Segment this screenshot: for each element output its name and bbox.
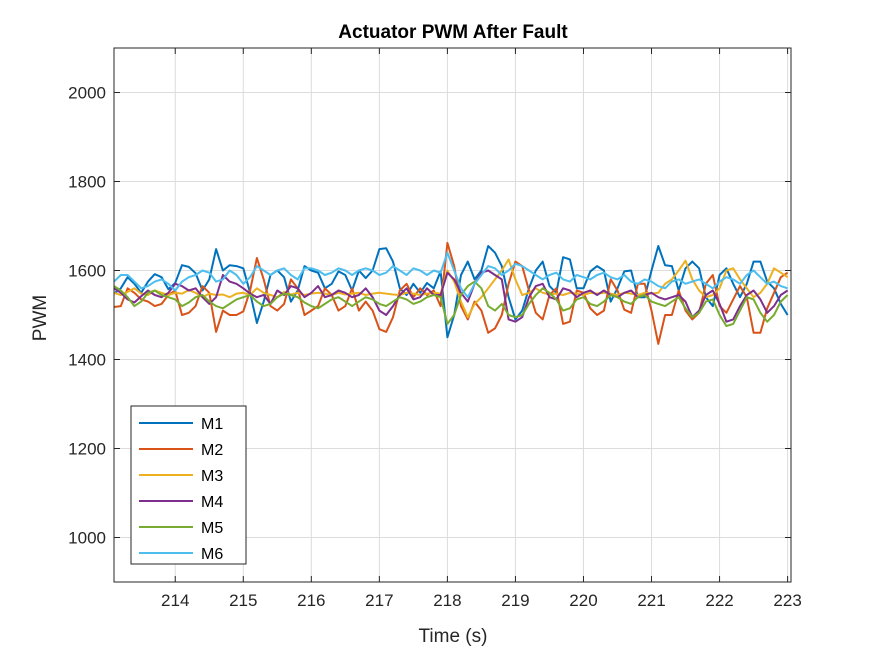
- x-tick-label: 222: [705, 591, 733, 610]
- legend-label: M4: [201, 494, 223, 511]
- y-tick-label: 1800: [68, 173, 106, 192]
- y-tick-label: 1600: [68, 262, 106, 281]
- x-tick-label: 219: [501, 591, 529, 610]
- ticks: 214 215 216 217 218 219 220 221 222 223 1000 1200 14…: [68, 48, 802, 610]
- legend: M1 M2 M3 M4 M5 M6: [130, 405, 247, 565]
- series-line-m1: [113, 245, 789, 339]
- legend-label: M5: [201, 520, 223, 537]
- chart-title: Actuator PWM After Fault: [338, 22, 568, 43]
- x-tick-label: 214: [161, 591, 189, 610]
- y-tick-label: 1400: [68, 351, 106, 370]
- x-tick-label: 217: [365, 591, 393, 610]
- legend-label: M6: [201, 546, 223, 563]
- series-line-m4: [113, 269, 789, 323]
- y-tick-label: 2000: [68, 84, 106, 103]
- y-axis-label: PWM: [30, 295, 51, 341]
- legend-label: M1: [201, 416, 223, 433]
- y-tick-label: 1000: [68, 529, 106, 548]
- legend-label: M2: [201, 442, 223, 459]
- x-tick-label: 215: [229, 591, 257, 610]
- axes-frame: [113, 47, 792, 583]
- x-tick-label: 223: [773, 591, 801, 610]
- x-tick-label: 216: [297, 591, 325, 610]
- y-tick-label: 1200: [68, 440, 106, 459]
- legend-label: M3: [201, 468, 223, 485]
- x-tick-label: 220: [569, 591, 597, 610]
- x-tick-label: 221: [637, 591, 665, 610]
- series-lines: [113, 241, 789, 345]
- x-tick-label: 218: [433, 591, 461, 610]
- series-line-m6: [113, 251, 788, 299]
- x-axis-label: Time (s): [419, 626, 488, 647]
- series-line-m5: [113, 280, 789, 328]
- series-line-m2: [113, 241, 789, 345]
- legend-box: [130, 405, 247, 565]
